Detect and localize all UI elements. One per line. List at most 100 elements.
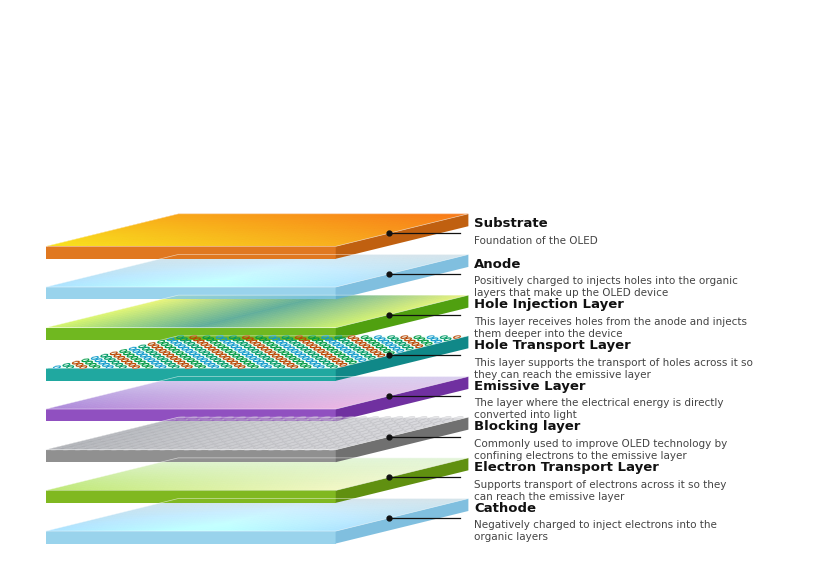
Text: Electron Transport Layer: Electron Transport Layer bbox=[474, 461, 658, 474]
Ellipse shape bbox=[338, 444, 349, 448]
Text: This layer supports the transport of holes across it so
they can reach the emiss: This layer supports the transport of hol… bbox=[474, 358, 752, 380]
Ellipse shape bbox=[174, 416, 185, 420]
Ellipse shape bbox=[247, 428, 258, 432]
Ellipse shape bbox=[63, 447, 74, 450]
Ellipse shape bbox=[374, 423, 386, 427]
Text: Foundation of the OLED: Foundation of the OLED bbox=[474, 236, 597, 246]
Ellipse shape bbox=[290, 444, 301, 448]
Ellipse shape bbox=[227, 442, 238, 446]
Ellipse shape bbox=[211, 428, 222, 432]
Polygon shape bbox=[46, 328, 335, 340]
Ellipse shape bbox=[285, 419, 296, 423]
Ellipse shape bbox=[141, 431, 152, 434]
Ellipse shape bbox=[130, 442, 142, 446]
Ellipse shape bbox=[132, 433, 143, 437]
Ellipse shape bbox=[290, 423, 301, 427]
Ellipse shape bbox=[274, 431, 285, 434]
Ellipse shape bbox=[172, 426, 184, 429]
Ellipse shape bbox=[349, 433, 360, 437]
Ellipse shape bbox=[238, 431, 249, 434]
Ellipse shape bbox=[272, 428, 282, 432]
Ellipse shape bbox=[155, 421, 166, 425]
Ellipse shape bbox=[178, 442, 190, 446]
Ellipse shape bbox=[353, 426, 364, 429]
Ellipse shape bbox=[404, 428, 416, 432]
Ellipse shape bbox=[320, 440, 332, 444]
Ellipse shape bbox=[250, 431, 261, 434]
Ellipse shape bbox=[399, 423, 410, 427]
Ellipse shape bbox=[84, 444, 96, 448]
Ellipse shape bbox=[313, 433, 324, 437]
Ellipse shape bbox=[120, 444, 132, 448]
Ellipse shape bbox=[219, 447, 231, 450]
Ellipse shape bbox=[98, 435, 109, 439]
Ellipse shape bbox=[176, 419, 188, 423]
Ellipse shape bbox=[188, 419, 200, 423]
Ellipse shape bbox=[111, 447, 123, 450]
Ellipse shape bbox=[302, 423, 314, 427]
Ellipse shape bbox=[203, 421, 214, 425]
Polygon shape bbox=[46, 490, 335, 503]
Ellipse shape bbox=[262, 431, 273, 434]
Ellipse shape bbox=[354, 437, 365, 441]
Ellipse shape bbox=[365, 426, 377, 429]
Ellipse shape bbox=[283, 428, 295, 432]
Ellipse shape bbox=[402, 426, 413, 429]
Polygon shape bbox=[46, 287, 335, 299]
Ellipse shape bbox=[205, 423, 217, 427]
Ellipse shape bbox=[200, 419, 212, 423]
Ellipse shape bbox=[343, 416, 354, 420]
Ellipse shape bbox=[298, 431, 310, 434]
Ellipse shape bbox=[287, 421, 299, 425]
Ellipse shape bbox=[220, 426, 232, 429]
Ellipse shape bbox=[267, 435, 278, 439]
Ellipse shape bbox=[385, 433, 397, 437]
Ellipse shape bbox=[110, 435, 122, 439]
Ellipse shape bbox=[408, 421, 420, 425]
Ellipse shape bbox=[182, 435, 194, 439]
Polygon shape bbox=[335, 498, 468, 544]
Ellipse shape bbox=[223, 428, 234, 432]
Ellipse shape bbox=[432, 421, 444, 425]
Ellipse shape bbox=[430, 419, 441, 423]
Ellipse shape bbox=[127, 428, 137, 432]
Ellipse shape bbox=[358, 419, 368, 423]
Ellipse shape bbox=[199, 428, 210, 432]
Ellipse shape bbox=[143, 433, 155, 437]
Ellipse shape bbox=[406, 419, 417, 423]
Ellipse shape bbox=[297, 419, 308, 423]
Ellipse shape bbox=[171, 435, 182, 439]
Ellipse shape bbox=[294, 437, 306, 441]
Ellipse shape bbox=[159, 447, 171, 450]
Ellipse shape bbox=[206, 435, 218, 439]
Ellipse shape bbox=[268, 447, 279, 450]
Ellipse shape bbox=[138, 428, 150, 432]
Ellipse shape bbox=[440, 416, 450, 420]
Ellipse shape bbox=[347, 442, 359, 446]
Ellipse shape bbox=[191, 421, 202, 425]
Ellipse shape bbox=[176, 440, 187, 444]
Ellipse shape bbox=[395, 431, 406, 434]
Ellipse shape bbox=[260, 440, 272, 444]
Ellipse shape bbox=[185, 416, 197, 420]
Ellipse shape bbox=[238, 442, 250, 446]
Ellipse shape bbox=[184, 447, 195, 450]
Ellipse shape bbox=[149, 437, 161, 441]
Ellipse shape bbox=[175, 428, 186, 432]
Ellipse shape bbox=[317, 426, 329, 429]
Ellipse shape bbox=[341, 426, 353, 429]
Ellipse shape bbox=[315, 435, 327, 439]
Ellipse shape bbox=[276, 421, 286, 425]
Ellipse shape bbox=[202, 442, 214, 446]
Ellipse shape bbox=[75, 447, 86, 450]
Ellipse shape bbox=[272, 419, 284, 423]
Ellipse shape bbox=[192, 433, 204, 437]
Ellipse shape bbox=[348, 421, 359, 425]
Ellipse shape bbox=[122, 435, 133, 439]
Ellipse shape bbox=[368, 428, 379, 432]
Ellipse shape bbox=[315, 423, 325, 427]
Ellipse shape bbox=[212, 440, 224, 444]
Ellipse shape bbox=[296, 440, 308, 444]
Ellipse shape bbox=[384, 421, 396, 425]
Ellipse shape bbox=[190, 442, 202, 446]
